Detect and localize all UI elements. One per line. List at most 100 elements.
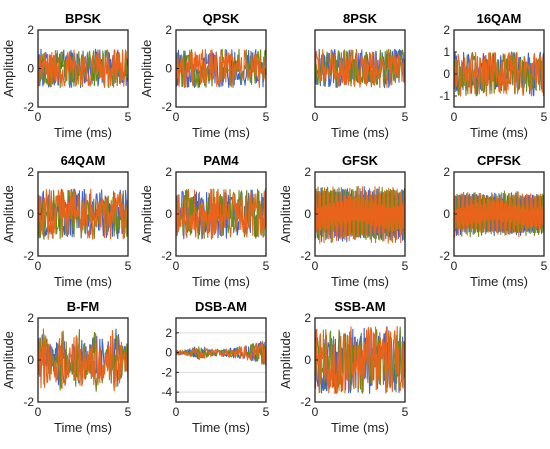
y-tick-label: -2 [161, 365, 172, 379]
series-line-3 [38, 49, 128, 88]
x-axis-label: Time (ms) [192, 125, 250, 140]
y-axis-label: Amplitude [278, 185, 293, 243]
y-tick-label: 0 [27, 62, 34, 76]
x-tick-label: 5 [263, 259, 270, 273]
y-axis-label: Amplitude [1, 40, 16, 98]
y-axis-label: Amplitude [139, 40, 154, 98]
signal-traces [176, 340, 266, 366]
plot-title: 16QAM [477, 11, 522, 26]
y-tick-label: 2 [27, 311, 34, 325]
signal-traces [38, 48, 128, 89]
x-tick-label: 0 [35, 259, 42, 273]
y-tick-label: 0 [165, 62, 172, 76]
x-axis-label: Time (ms) [54, 274, 112, 289]
x-axis-label: Time (ms) [192, 420, 250, 435]
plot-title: GFSK [342, 153, 379, 168]
series-line-1 [315, 186, 405, 243]
subplot-8psk: 8PSK 0 5 Time (ms) [312, 11, 409, 140]
series-line-3 [176, 188, 266, 240]
signal-traces [176, 188, 266, 240]
series-line-3 [315, 48, 405, 89]
subplot-dsb-am: DSB-AM 0 5 -4 -2 0 2 Time (ms) [161, 299, 269, 435]
plot-title: 64QAM [61, 153, 106, 168]
y-axis-label: Amplitude [1, 185, 16, 243]
y-tick-label: 0 [304, 353, 311, 367]
y-axis-label: Amplitude [278, 331, 293, 389]
series-line-3 [176, 340, 266, 365]
y-tick-label: -2 [23, 249, 34, 263]
y-tick-label: 2 [443, 23, 450, 37]
y-tick-label: 2 [165, 326, 172, 340]
x-tick-label: 0 [173, 405, 180, 419]
signal-traces [315, 185, 405, 244]
y-tick-label: 2 [443, 165, 450, 179]
x-tick-label: 0 [451, 259, 458, 273]
series-line-3 [176, 48, 266, 89]
y-tick-label: 0 [165, 207, 172, 221]
y-tick-label: -2 [300, 395, 311, 409]
y-tick-label: -2 [439, 249, 450, 263]
y-tick-label: 2 [304, 165, 311, 179]
x-axis-label: Time (ms) [470, 125, 528, 140]
y-tick-label: 0 [304, 207, 311, 221]
y-tick-label: -2 [161, 100, 172, 114]
series-line-3 [454, 51, 544, 97]
x-tick-label: 0 [35, 405, 42, 419]
y-tick-label: 2 [165, 165, 172, 179]
y-tick-label: -2 [161, 249, 172, 263]
series-line-3 [38, 328, 128, 392]
x-tick-label: 0 [173, 259, 180, 273]
y-tick-label: -1 [439, 89, 450, 103]
y-tick-label: -2 [300, 249, 311, 263]
x-tick-label: 5 [402, 405, 409, 419]
x-axis-label: Time (ms) [192, 274, 250, 289]
x-tick-label: 5 [541, 110, 548, 124]
axes-frame [314, 29, 406, 108]
y-tick-label: 0 [443, 67, 450, 81]
y-tick-label: 2 [304, 311, 311, 325]
x-axis-label: Time (ms) [54, 420, 112, 435]
series-line-1 [454, 192, 544, 237]
signal-traces [454, 190, 544, 238]
x-tick-label: 0 [35, 110, 42, 124]
y-tick-label: -2 [23, 395, 34, 409]
plot-title: PAM4 [203, 153, 239, 168]
y-tick-label: 0 [443, 207, 450, 221]
x-tick-label: 0 [312, 405, 319, 419]
x-tick-label: 5 [263, 110, 270, 124]
y-tick-label: 2 [165, 23, 172, 37]
axes-frame [175, 317, 267, 403]
y-tick-label: 0 [27, 353, 34, 367]
x-tick-label: 5 [125, 405, 132, 419]
x-tick-label: 5 [541, 259, 548, 273]
x-tick-label: 5 [402, 259, 409, 273]
plot-title: 8PSK [343, 11, 378, 26]
signal-traces [176, 48, 266, 89]
y-tick-label: 0 [27, 207, 34, 221]
signal-traces [454, 51, 544, 97]
signal-traces [315, 48, 405, 89]
plot-title: CPFSK [477, 153, 522, 168]
x-axis-label: Time (ms) [331, 274, 389, 289]
plot-title: B-FM [67, 299, 100, 314]
x-axis-label: Time (ms) [470, 274, 528, 289]
x-axis-label: Time (ms) [331, 125, 389, 140]
series-line-3 [315, 325, 405, 394]
plot-title: BPSK [65, 11, 102, 26]
series-line-3 [454, 191, 544, 238]
x-axis-label: Time (ms) [54, 125, 112, 140]
y-tick-label: -2 [23, 100, 34, 114]
x-tick-label: 5 [402, 110, 409, 124]
series-line-3 [315, 185, 405, 244]
y-tick-label: 2 [27, 165, 34, 179]
x-tick-label: 5 [125, 110, 132, 124]
